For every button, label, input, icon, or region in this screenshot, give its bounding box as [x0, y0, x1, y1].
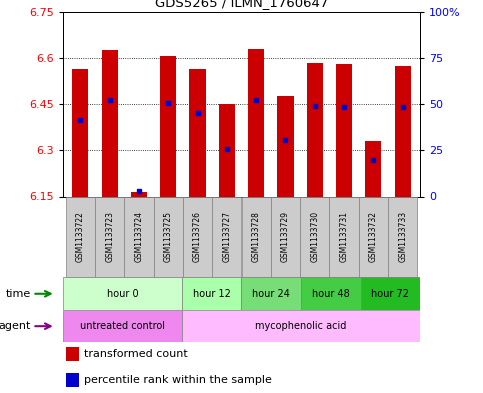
Bar — [63, 310, 182, 342]
Text: GSM1133724: GSM1133724 — [134, 211, 143, 262]
Title: GDS5265 / ILMN_1760647: GDS5265 / ILMN_1760647 — [155, 0, 328, 9]
Bar — [66, 347, 79, 361]
Bar — [307, 62, 323, 196]
Bar — [183, 196, 212, 277]
Text: hour 24: hour 24 — [252, 289, 290, 299]
Bar — [182, 310, 420, 342]
Bar — [212, 196, 242, 277]
Bar — [277, 95, 294, 196]
Bar — [242, 277, 301, 310]
Text: GSM1133722: GSM1133722 — [76, 211, 85, 262]
Bar — [395, 66, 411, 196]
Text: agent: agent — [0, 321, 30, 331]
Bar — [336, 64, 352, 196]
Text: mycophenolic acid: mycophenolic acid — [256, 321, 347, 331]
Bar — [271, 196, 300, 277]
Bar — [154, 196, 183, 277]
Bar — [301, 277, 361, 310]
Bar — [329, 196, 359, 277]
Text: hour 72: hour 72 — [371, 289, 410, 299]
Text: untreated control: untreated control — [80, 321, 165, 331]
Bar — [63, 277, 182, 310]
Text: hour 48: hour 48 — [312, 289, 350, 299]
Text: GSM1133723: GSM1133723 — [105, 211, 114, 262]
Text: transformed count: transformed count — [84, 349, 188, 359]
Text: GSM1133726: GSM1133726 — [193, 211, 202, 262]
Text: GSM1133728: GSM1133728 — [252, 211, 261, 262]
Bar — [300, 196, 329, 277]
Text: GSM1133730: GSM1133730 — [310, 211, 319, 263]
Text: hour 12: hour 12 — [193, 289, 231, 299]
Text: GSM1133733: GSM1133733 — [398, 211, 407, 263]
Text: percentile rank within the sample: percentile rank within the sample — [84, 375, 272, 385]
Bar — [131, 192, 147, 196]
Bar — [189, 69, 206, 196]
Text: GSM1133729: GSM1133729 — [281, 211, 290, 262]
Bar — [160, 57, 176, 196]
Bar — [248, 50, 264, 196]
Text: GSM1133727: GSM1133727 — [222, 211, 231, 262]
Bar — [388, 196, 417, 277]
Text: GSM1133731: GSM1133731 — [340, 211, 349, 262]
Bar — [365, 141, 382, 196]
Bar — [66, 196, 95, 277]
Bar — [124, 196, 154, 277]
Bar — [219, 104, 235, 196]
Bar — [361, 277, 420, 310]
Text: GSM1133732: GSM1133732 — [369, 211, 378, 262]
Bar — [242, 196, 271, 277]
Bar — [95, 196, 124, 277]
Bar — [101, 50, 118, 196]
Bar — [182, 277, 242, 310]
Text: time: time — [5, 289, 30, 299]
Bar — [359, 196, 388, 277]
Bar — [66, 373, 79, 387]
Text: GSM1133725: GSM1133725 — [164, 211, 173, 262]
Bar — [72, 69, 88, 196]
Text: hour 0: hour 0 — [107, 289, 138, 299]
